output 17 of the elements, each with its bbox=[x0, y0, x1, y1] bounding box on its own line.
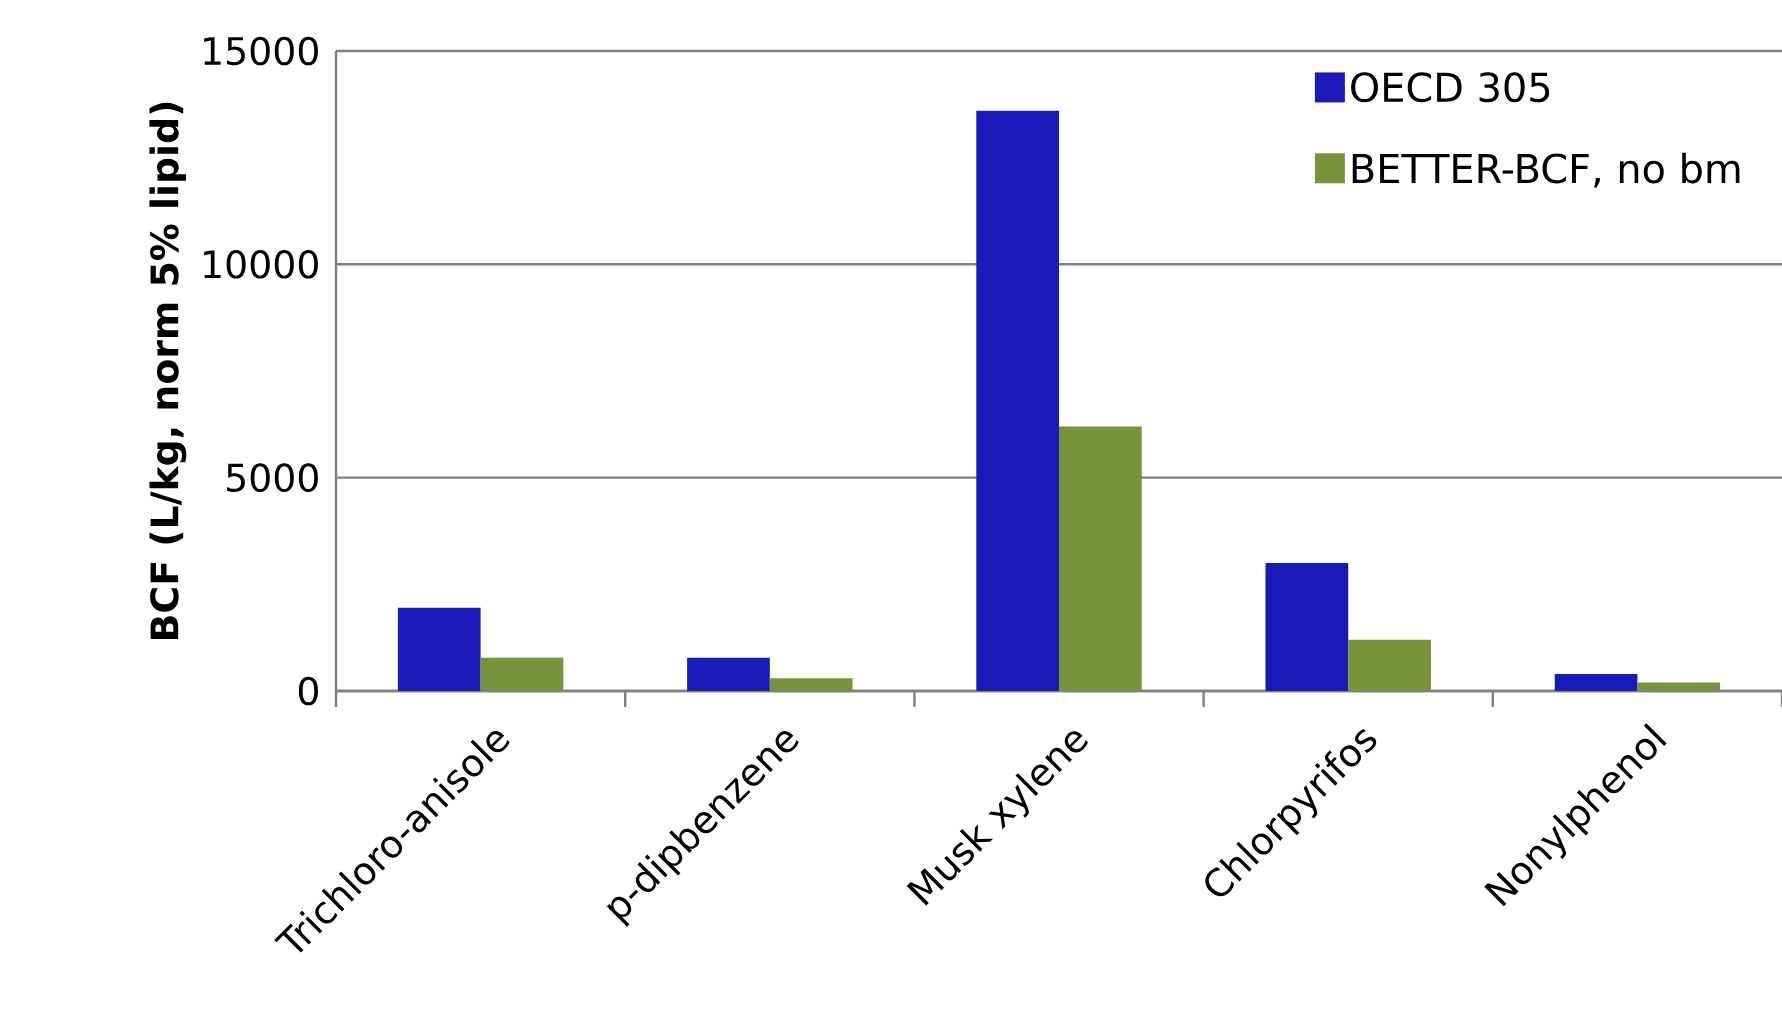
legend-label: BETTER-BCF, no bm bbox=[1352, 152, 1740, 188]
bar bbox=[1265, 562, 1349, 691]
bar bbox=[976, 110, 1060, 691]
bar bbox=[1637, 682, 1721, 691]
bar bbox=[480, 657, 564, 691]
bar bbox=[1059, 426, 1142, 691]
y-tick-label: 15000 bbox=[204, 36, 318, 66]
y-tick-label: 5000 bbox=[227, 463, 318, 492]
bar bbox=[769, 678, 853, 691]
bar bbox=[1554, 673, 1638, 691]
bar bbox=[687, 657, 770, 691]
y-tick-label: 0 bbox=[298, 676, 318, 706]
y-tick-label: 10000 bbox=[204, 250, 318, 279]
legend-label: OECD 305 bbox=[1351, 72, 1550, 103]
bar bbox=[397, 607, 481, 691]
bar bbox=[1348, 639, 1431, 691]
y-axis-title: BCF (L/kg, norm 5% lipid) bbox=[149, 102, 187, 639]
